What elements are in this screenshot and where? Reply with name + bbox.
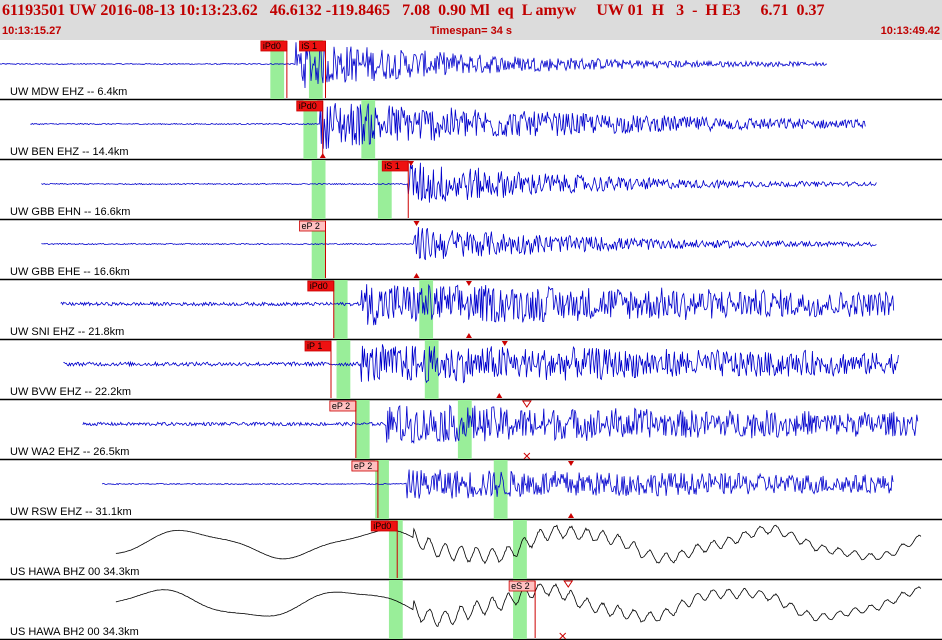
- station-label: US HAWA BHZ 00 34.3km: [10, 566, 139, 578]
- pick-marker: [567, 461, 574, 466]
- end-time: 10:13:49.42: [880, 25, 940, 37]
- pick-marker: [501, 341, 508, 346]
- pick-marker: [521, 400, 532, 408]
- time-window: [513, 580, 527, 639]
- trace-row: UW RSW EHZ -- 31.1km eP 2: [0, 460, 942, 521]
- pick-label: iPd0: [263, 41, 281, 51]
- pick-label: eP 2: [332, 401, 350, 411]
- station-label: UW GBB EHN -- 16.6km: [10, 206, 130, 218]
- pick-label: iPd0: [310, 281, 328, 291]
- waveform-line: [82, 404, 919, 445]
- time-window: [375, 460, 389, 519]
- pick-marker: [465, 333, 472, 338]
- phase-pick: iPd0: [296, 100, 324, 158]
- pick-label: eP 2: [354, 461, 372, 471]
- station-label: UW RSW EHZ -- 31.1km: [10, 506, 132, 518]
- pick-label: iPd0: [299, 101, 317, 111]
- phase-pick: iPd0: [370, 520, 398, 578]
- pick-marker: [496, 393, 503, 398]
- waveform-line: [41, 227, 877, 261]
- pick-label: iPd0: [373, 521, 391, 531]
- time-window: [311, 220, 326, 279]
- time-window: [336, 340, 351, 399]
- trace-row: UW MDW EHZ -- 6.4km iPd0 iS 1: [0, 40, 942, 101]
- pick-label: iS 1: [384, 161, 400, 171]
- phase-pick: eP 2: [299, 220, 326, 278]
- phase-pick: eP 2: [329, 400, 357, 458]
- pick-marker: [408, 161, 415, 166]
- timespan: Timespan= 34 s: [429, 25, 513, 37]
- phase-pick: iPd0: [260, 40, 288, 98]
- time-window: [303, 100, 318, 159]
- phase-pick: iP 1: [304, 340, 332, 398]
- time-window: [377, 160, 392, 219]
- time-window: [333, 280, 348, 339]
- waveform-line: [41, 162, 877, 203]
- trace-row: UW BVW EHZ -- 22.2km iP 1: [0, 340, 942, 401]
- station-label: UW BVW EHZ -- 22.2km: [10, 386, 131, 398]
- pick-label: iS 1: [301, 41, 317, 51]
- pick-marker: [559, 632, 567, 640]
- phase-pick: iS 1: [381, 160, 409, 218]
- event-header: 61193501 UW 2016-08-13 10:13:23.62 46.61…: [0, 0, 942, 40]
- waveform-line: [101, 469, 894, 499]
- phase-pick: iPd0: [307, 280, 335, 338]
- phase-pick: iS 1: [299, 40, 326, 98]
- pick-marker: [563, 580, 574, 588]
- pick-marker: [319, 153, 326, 158]
- pick-label: eS 2: [511, 581, 530, 591]
- pick-marker: [413, 273, 420, 278]
- time-window: [419, 280, 434, 339]
- event-summary: 61193501 UW 2016-08-13 10:13:23.62 46.61…: [2, 2, 825, 19]
- pick-marker: [567, 513, 574, 518]
- pick-marker: [465, 281, 472, 286]
- trace-row: UW WA2 EHZ -- 26.5km eP 2: [0, 400, 942, 461]
- time-window: [513, 520, 527, 579]
- station-label: UW MDW EHZ -- 6.4km: [10, 86, 127, 98]
- waveform-line: [60, 283, 895, 326]
- waveform-line: [0, 41, 828, 89]
- trace-row: UW GBB EHN -- 16.6km iS 1: [0, 160, 942, 221]
- waveform-line: [63, 344, 899, 384]
- trace-row: US HAWA BHZ 00 34.3km iPd0: [0, 520, 942, 581]
- pick-marker: [413, 221, 420, 226]
- station-label: US HAWA BH2 00 34.3km: [10, 626, 139, 638]
- time-window: [311, 160, 326, 219]
- trace-row: UW GBB EHE -- 16.6km eP 2: [0, 220, 942, 281]
- phase-pick: eS 2: [508, 580, 536, 638]
- time-window: [355, 400, 370, 459]
- station-label: UW SNI EHZ -- 21.8km: [10, 326, 124, 338]
- waveform-line: [115, 583, 922, 627]
- trace-row: US HAWA BH2 00 34.3km eS 2: [0, 580, 942, 640]
- time-window: [493, 460, 508, 519]
- time-window: [424, 340, 439, 399]
- waveform-line: [30, 101, 866, 150]
- waveform-line: [115, 524, 922, 565]
- phase-pick: eP 2: [351, 460, 379, 518]
- time-window: [270, 40, 285, 99]
- pick-marker: [523, 452, 531, 460]
- pick-label: eP 2: [301, 221, 319, 231]
- start-time: 10:13:15.27: [2, 25, 62, 37]
- station-label: UW BEN EHZ -- 14.4km: [10, 146, 129, 158]
- trace-row: UW BEN EHZ -- 14.4km iPd0: [0, 100, 942, 161]
- time-window: [388, 520, 403, 579]
- pick-label: iP 1: [307, 341, 322, 351]
- station-label: UW WA2 EHZ -- 26.5km: [10, 446, 129, 458]
- station-label: UW GBB EHE -- 16.6km: [10, 266, 130, 278]
- time-window: [388, 580, 403, 639]
- trace-row: UW SNI EHZ -- 21.8km iPd0: [0, 280, 942, 341]
